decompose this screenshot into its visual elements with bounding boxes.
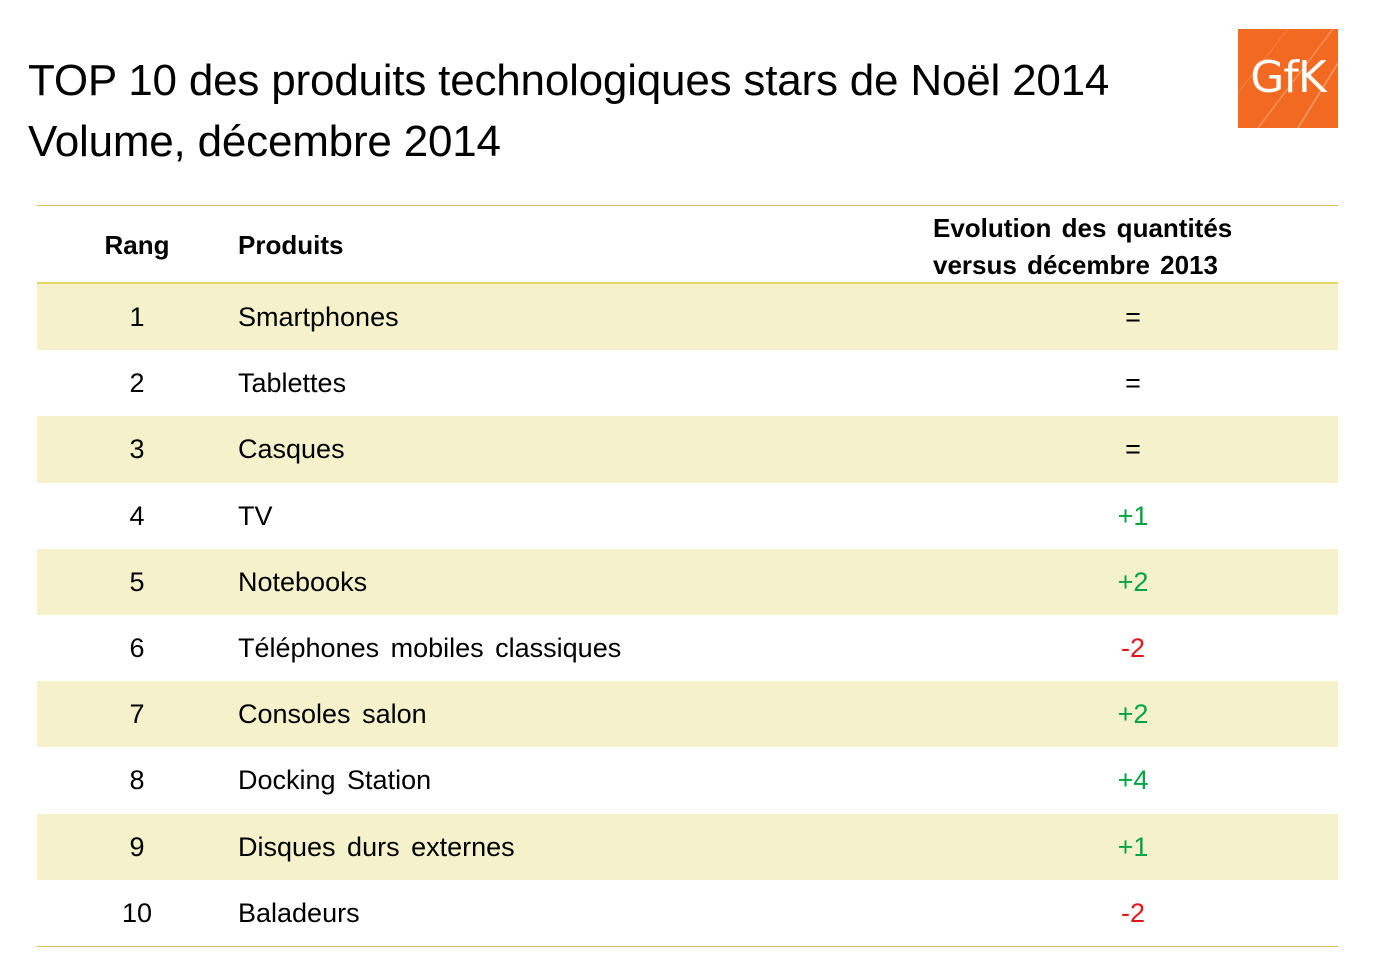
rank-cell: 6 (129, 632, 145, 663)
header-produits: Produits (238, 230, 344, 260)
evolution-cell: = (1125, 302, 1141, 332)
table-body: 1 Smartphones = 2 Tablettes = 3 Casques = 4 TV +1 5 N… (37, 284, 1338, 946)
rank-cell: 9 (129, 831, 145, 862)
evolution-cell: = (1125, 434, 1141, 465)
table-row: 1 Smartphones = (37, 284, 1338, 351)
table-header: Rang Produits Evolution des quantités ve… (37, 206, 1338, 284)
rank-cell: 2 (129, 368, 145, 399)
product-cell: TV (238, 500, 273, 531)
product-cell: Smartphones (238, 302, 399, 332)
evolution-cell: +2 (1117, 699, 1149, 730)
table-row: 7 Consoles salon +2 (37, 681, 1338, 748)
header-evolution-line-1: Evolution des quantités (933, 213, 1233, 243)
rank-cell: 8 (129, 765, 145, 796)
table-row: 8 Docking Station +4 (37, 747, 1338, 813)
table-row: 2 Tablettes = (37, 350, 1338, 416)
rank-cell: 3 (129, 434, 145, 465)
product-cell: Docking Station (238, 765, 432, 796)
logo-stripes-icon (1238, 29, 1338, 128)
rank-cell: 7 (129, 699, 145, 730)
title-line-1: TOP 10 des produits technologiques stars… (28, 56, 1110, 105)
product-cell: Baladeurs (238, 897, 360, 928)
rank-cell: 1 (129, 302, 145, 332)
table-row: 3 Casques = (37, 416, 1338, 483)
header-evolution: Evolution des quantités versus décembre … (933, 210, 1303, 284)
evolution-cell: +4 (1117, 765, 1149, 796)
evolution-cell: -2 (1120, 632, 1145, 663)
gfk-logo: GfK (1238, 29, 1338, 128)
ranking-table: Rang Produits Evolution des quantités ve… (37, 205, 1338, 947)
evolution-cell: +1 (1117, 831, 1149, 862)
table-row: 4 TV +1 (37, 483, 1338, 549)
product-cell: Casques (238, 434, 345, 465)
page-title: TOP 10 des produits technologiques stars… (28, 50, 1109, 172)
product-cell: Tablettes (238, 368, 347, 399)
rank-cell: 10 (121, 897, 153, 928)
header-evolution-line-2: versus décembre 2013 (933, 250, 1218, 280)
rank-cell: 4 (129, 500, 145, 531)
evolution-cell: = (1125, 368, 1141, 399)
evolution-cell: +2 (1117, 566, 1149, 597)
logo-text: GfK (1250, 52, 1326, 103)
product-cell: Téléphones mobiles classiques (238, 632, 622, 663)
product-cell: Disques durs externes (238, 831, 515, 862)
header-rang: Rang (104, 230, 170, 260)
table-row: 9 Disques durs externes +1 (37, 813, 1338, 880)
product-cell: Notebooks (238, 566, 368, 597)
table-row: 5 Notebooks +2 (37, 548, 1338, 615)
table-row: 6 Téléphones mobiles classiques -2 (37, 615, 1338, 681)
table-row: 10 Baladeurs -2 (37, 880, 1338, 946)
evolution-cell: +1 (1117, 500, 1149, 531)
rank-cell: 5 (129, 566, 145, 597)
product-cell: Consoles salon (238, 699, 427, 730)
evolution-cell: -2 (1120, 897, 1145, 928)
title-line-2: Volume, décembre 2014 (28, 117, 501, 166)
